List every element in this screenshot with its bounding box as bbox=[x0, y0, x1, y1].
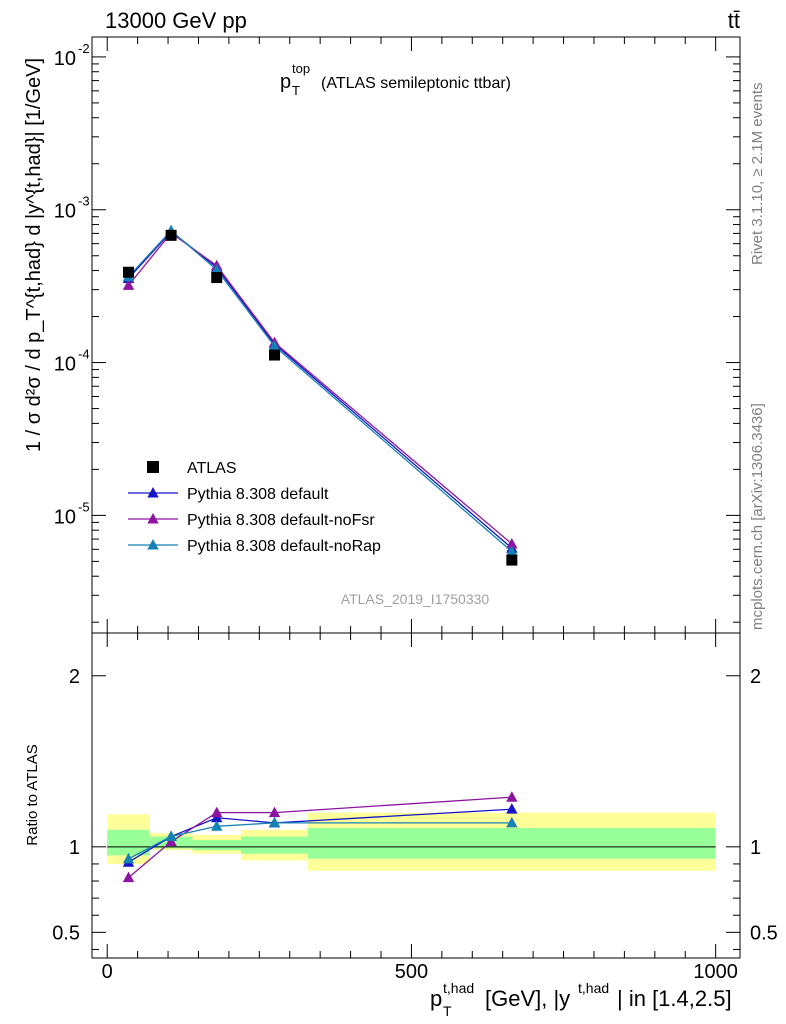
ratio-series-point bbox=[506, 816, 518, 828]
title-sup: top bbox=[292, 61, 310, 76]
data-point bbox=[165, 229, 177, 241]
ratio-series-point bbox=[122, 871, 135, 883]
legend-label: Pythia 8.308 default-noFsr bbox=[187, 512, 375, 529]
legend-marker-triangle bbox=[147, 539, 159, 550]
energy-label: 13000 GeV pp bbox=[105, 8, 247, 33]
title-sub: T bbox=[292, 83, 300, 98]
ratio-ylabel: Ratio to ATLAS bbox=[24, 744, 41, 845]
data-point bbox=[269, 349, 281, 361]
data-point bbox=[123, 266, 135, 278]
ratio-xtick-label: 1000 bbox=[693, 961, 738, 983]
xlabel-tail: | in [1.4,2.5] bbox=[617, 986, 732, 1011]
rivet-label: Rivet 3.1.10, ≥ 2.1M events bbox=[749, 83, 766, 266]
main-panel: 10-510-410-310-2 p T top (ATLAS semilept… bbox=[23, 36, 741, 634]
series-point bbox=[268, 340, 281, 351]
ratio-panel: 0.5 0.5 1 1 2 2 0 500 1000 Ratio to ATLAS p T t,… bbox=[24, 632, 778, 1019]
main-ytick-labels: 10-510-410-310-2 bbox=[54, 41, 90, 528]
green-band bbox=[308, 828, 716, 859]
ratio-series-point bbox=[165, 830, 177, 842]
main-ylabel: 1 / σ d²σ / d p_T^{t,had} d |y^{t,had}| … bbox=[23, 58, 45, 452]
data-point bbox=[211, 272, 223, 284]
legend-label: Pythia 8.308 default-noRap bbox=[187, 538, 381, 555]
green-band bbox=[241, 836, 308, 854]
uncertainty-bands bbox=[107, 812, 716, 871]
legend: ATLAS Pythia 8.308 default Pythia 8.308 de… bbox=[128, 460, 381, 555]
ratio-series-point bbox=[211, 820, 223, 831]
main-ytick-label-exp: -5 bbox=[78, 499, 90, 514]
ratio-series-point bbox=[122, 852, 135, 864]
ratio-ytick-label-right: 1 bbox=[750, 837, 761, 859]
xlabel-sup: t,had bbox=[443, 980, 474, 996]
main-ytick-label-exp: -3 bbox=[78, 194, 90, 209]
analysis-id: ATLAS_2019_I1750330 bbox=[341, 591, 490, 607]
main-ytick-label-base: 10 bbox=[54, 354, 76, 376]
main-axis-ticks bbox=[92, 37, 740, 633]
ratio-series-point bbox=[268, 816, 281, 828]
ratio-series-point bbox=[211, 806, 223, 818]
title-p: p bbox=[280, 71, 291, 93]
chart-title: p bbox=[280, 71, 291, 93]
series-point bbox=[506, 537, 518, 549]
ratio-ytick-label: 0.5 bbox=[52, 922, 80, 944]
legend-label: Pythia 8.308 default bbox=[187, 486, 329, 503]
xlabel-sub: T bbox=[443, 1003, 452, 1019]
xlabel-unit: [GeV], |y bbox=[485, 986, 570, 1011]
main-series bbox=[122, 224, 518, 566]
legend-marker-triangle bbox=[147, 513, 159, 524]
ratio-series-point bbox=[268, 806, 281, 818]
mcplots-label: mcplots.cern.ch [arXiv:1306.3436] bbox=[749, 403, 766, 630]
legend-marker-square bbox=[147, 461, 159, 473]
green-band bbox=[192, 839, 242, 851]
ratio-ytick-label: 2 bbox=[69, 666, 80, 688]
series-line bbox=[128, 229, 513, 553]
main-ytick-label-exp: -4 bbox=[78, 347, 90, 362]
ratio-frame bbox=[91, 632, 741, 959]
process-label: tt̄ bbox=[728, 8, 740, 33]
xlabel-p: p bbox=[430, 986, 442, 1011]
series-point bbox=[122, 279, 135, 290]
series-point bbox=[211, 263, 223, 275]
series-point bbox=[506, 545, 518, 557]
main-ytick-label-base: 10 bbox=[54, 506, 76, 528]
ratio-ytick-label-right: 0.5 bbox=[750, 922, 778, 944]
xlabel-sup2: t,had bbox=[578, 980, 609, 996]
main-ytick-label-base: 10 bbox=[54, 48, 76, 70]
ratio-series-point bbox=[506, 791, 518, 802]
legend-label: ATLAS bbox=[187, 460, 237, 477]
legend-marker-triangle bbox=[147, 487, 159, 498]
data-point bbox=[506, 554, 518, 566]
ratio-ytick-label-right: 2 bbox=[750, 666, 761, 688]
ratio-ytick-label: 1 bbox=[69, 837, 80, 859]
main-ytick-label-base: 10 bbox=[54, 201, 76, 223]
title-rest: (ATLAS semileptonic ttbar) bbox=[321, 75, 511, 92]
ratio-series bbox=[122, 791, 518, 883]
ratio-axis-ticks: 0.5 0.5 1 1 2 2 0 500 1000 bbox=[52, 633, 778, 983]
ratio-xtick-label: 0 bbox=[102, 961, 113, 983]
ratio-series-point bbox=[506, 803, 518, 814]
ratio-xtick-label: 500 bbox=[395, 961, 428, 983]
main-ytick-label-exp: -2 bbox=[78, 41, 90, 56]
